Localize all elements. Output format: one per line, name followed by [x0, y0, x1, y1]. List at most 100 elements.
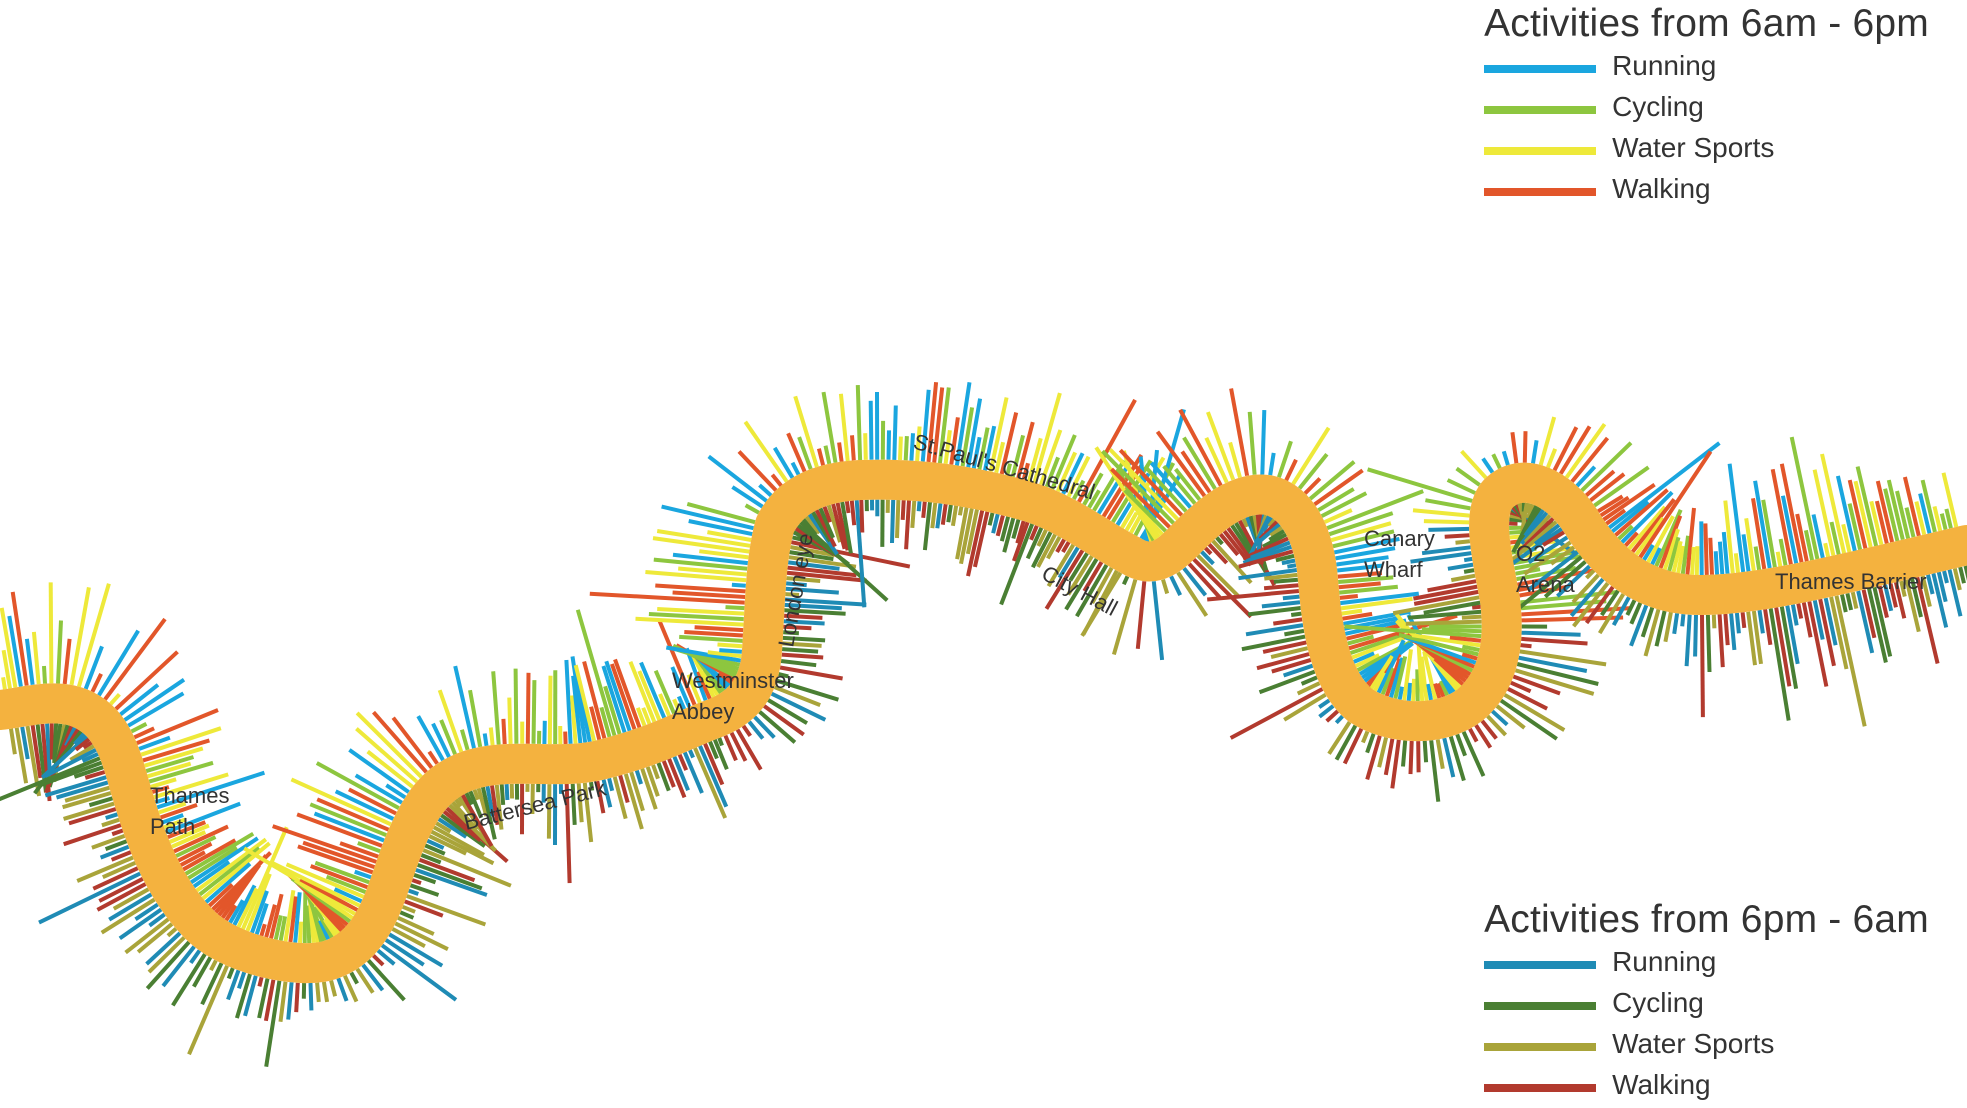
day-activity-bar: [34, 632, 39, 684]
day-activity-bar: [491, 728, 493, 746]
legend-swatch: [1484, 188, 1596, 196]
day-activity-bar: [58, 621, 61, 684]
day-activity-bar: [719, 650, 742, 652]
day-activity-bar: [772, 475, 781, 486]
night-activity-bar: [1708, 615, 1710, 672]
day-activity-bar: [684, 632, 743, 636]
night-activity-bar: [1291, 614, 1301, 615]
day-activity-bar: [819, 449, 823, 466]
night-activity-bar: [403, 907, 415, 912]
day-activity-bar: [1724, 532, 1728, 574]
night-activity-bar: [1457, 734, 1465, 755]
night-activity-bar: [1470, 729, 1477, 742]
day-activity-bar: [1778, 552, 1781, 567]
night-activity-bar: [1451, 576, 1475, 580]
night-activity-bar: [852, 501, 854, 526]
legend-swatch: [1484, 147, 1596, 155]
night-activity-bar: [1682, 614, 1683, 626]
night-activity-bar: [1472, 607, 1480, 608]
legend-label: Walking: [1612, 1069, 1711, 1101]
day-activity-bar: [760, 485, 772, 495]
day-activity-bar: [826, 446, 830, 464]
night-activity-bar: [1448, 565, 1473, 569]
night-activity-bar: [1760, 610, 1763, 633]
day-activity-bar: [1483, 459, 1493, 473]
legend-day-item-water-sports: Water Sports: [1484, 130, 1929, 171]
day-activity-bar: [894, 406, 896, 460]
night-activity-bar: [932, 503, 935, 528]
night-activity-bar: [1379, 738, 1386, 768]
night-activity-bar: [782, 649, 818, 652]
night-activity-bar: [1765, 609, 1770, 645]
night-activity-bar: [409, 891, 419, 894]
day-activity-bar: [1339, 583, 1381, 587]
night-activity-bar: [609, 778, 612, 790]
legend-label: Running: [1612, 50, 1716, 82]
day-activity-bar: [132, 724, 147, 732]
day-activity-bar: [516, 669, 517, 744]
day-activity-bar: [1425, 500, 1470, 508]
legend-swatch: [1484, 65, 1596, 73]
day-activity-bar: [1286, 460, 1296, 481]
night-activity-bar: [1445, 535, 1470, 537]
legend-swatch: [1484, 106, 1596, 114]
day-activity-bar: [1504, 451, 1508, 465]
night-activity-bar: [743, 726, 750, 736]
night-activity-bar: [331, 981, 335, 997]
night-activity-bar: [296, 983, 298, 1012]
night-activity-bar: [1702, 615, 1703, 717]
night-activity-bar: [168, 929, 176, 936]
day-activity-bar: [1697, 546, 1698, 575]
day-activity-bar: [3, 677, 5, 689]
night-activity-bar: [1743, 612, 1745, 628]
day-activity-bar: [1710, 538, 1712, 575]
night-activity-bar: [782, 655, 823, 658]
night-activity-bar: [1231, 689, 1323, 738]
day-activity-bar: [1736, 553, 1738, 572]
day-activity-bar: [1512, 432, 1516, 463]
night-activity-bar: [1837, 596, 1865, 727]
legend-day: Activities from 6am - 6pm Running Cyclin…: [1484, 0, 1929, 212]
night-activity-bar: [1464, 559, 1472, 560]
night-activity-bar: [892, 500, 893, 543]
night-activity-bar: [943, 504, 946, 525]
day-activity-bar: [1548, 449, 1555, 468]
night-activity-bar: [173, 954, 205, 1005]
legend-night: Activities from 6pm - 6am Running Cyclin…: [1484, 896, 1929, 1108]
night-activity-bar: [637, 771, 641, 785]
night-activity-bar: [507, 784, 508, 800]
night-activity-bar: [1363, 732, 1368, 743]
day-activity-bar: [1409, 683, 1411, 701]
night-activity-bar: [1522, 633, 1581, 635]
night-activity-bar: [1725, 614, 1727, 645]
day-activity-bar: [1342, 611, 1362, 614]
legend-day-item-cycling: Cycling: [1484, 89, 1929, 130]
night-activity-bar: [919, 501, 920, 511]
day-activity-bar: [1720, 542, 1722, 574]
legend-day-item-walking: Walking: [1484, 171, 1929, 212]
night-activity-bar: [1695, 615, 1696, 657]
day-activity-bar: [462, 730, 468, 750]
legend-label: Cycling: [1612, 91, 1704, 123]
night-activity-bar: [847, 501, 849, 513]
day-activity-bar: [865, 433, 866, 460]
night-activity-bar: [990, 513, 993, 525]
legend-night-title: Activities from 6pm - 6am: [1484, 896, 1929, 944]
day-activity-bar: [1270, 453, 1274, 475]
legend-label: Walking: [1612, 173, 1711, 205]
night-activity-bar: [1392, 740, 1399, 789]
night-activity-bar: [1367, 734, 1374, 753]
day-activity-bar: [1493, 454, 1500, 468]
night-activity-bar: [412, 880, 421, 883]
night-activity-bar: [1944, 571, 1947, 583]
night-activity-bar: [1425, 741, 1426, 762]
day-activity-bar: [709, 456, 767, 501]
day-activity-bar: [775, 448, 793, 478]
legend-day-item-running: Running: [1484, 48, 1929, 89]
legend-swatch: [1484, 1002, 1596, 1010]
day-activity-bar: [300, 922, 301, 943]
night-activity-bar: [1171, 576, 1180, 595]
legend-label: Water Sports: [1612, 1028, 1774, 1060]
night-activity-bar: [106, 814, 118, 818]
night-activity-bar: [1798, 604, 1801, 619]
